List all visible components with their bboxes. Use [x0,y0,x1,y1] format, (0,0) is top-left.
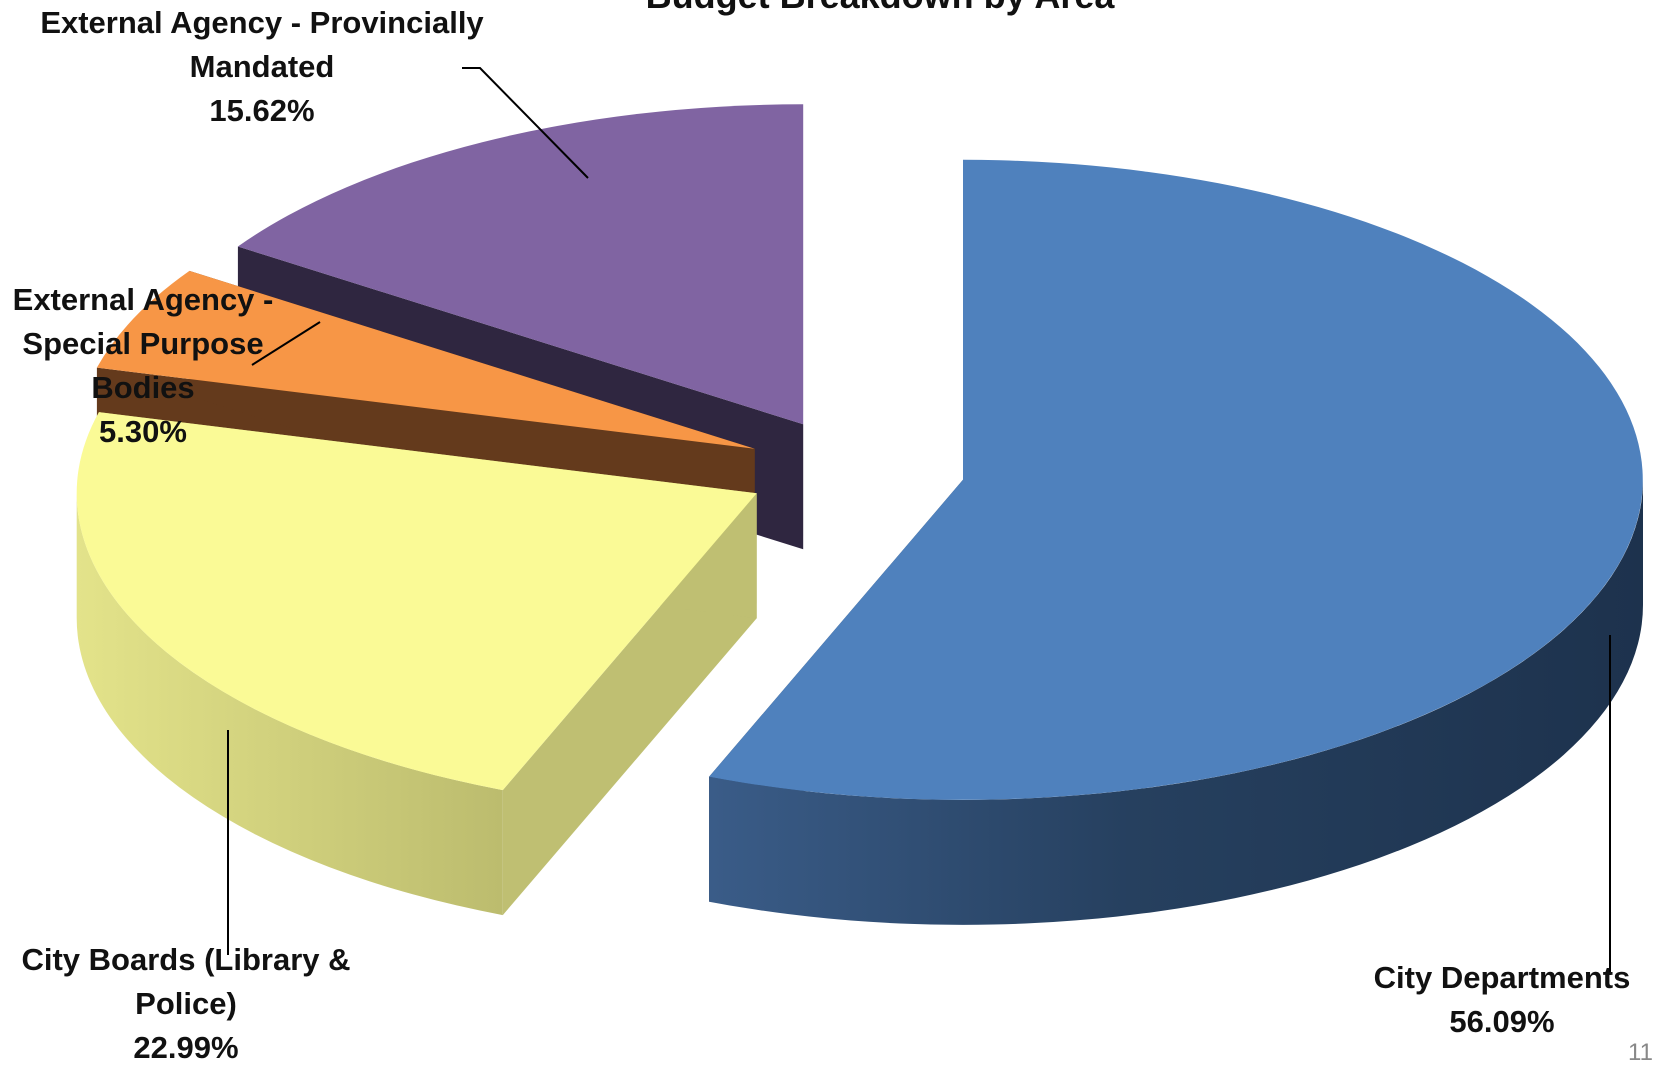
slice-top [237,104,804,425]
slice-name-label: External Agency - Provincially [40,5,484,40]
slice-top [76,412,757,791]
leader-line [251,321,321,366]
slice-name-label: City Departments [1374,960,1631,995]
slice-name-label: Police) [135,986,237,1021]
label-city-departments: City Departments 56.09% [1374,635,1631,1039]
pie-slices [76,104,1644,925]
slice-value-label: 15.62% [209,93,314,128]
slice-name-label: Mandated [190,49,335,84]
slice-name-label: Special Purpose [22,326,263,361]
slice-name-label: City Boards (Library & [21,942,350,977]
label-city-boards: City Boards (Library & Police) 22.99% [21,730,351,1065]
slice-top [709,159,1643,800]
slice-city-departments [709,159,1644,925]
label-special-purpose-bodies: External Agency - Special Purpose Bodies 5.… [13,282,321,449]
slice-side [709,479,1644,925]
pie-labels: City Departments 56.09% City Boards (Libra… [13,5,1631,1065]
slice-name-label: Bodies [91,370,194,405]
leader-line [462,67,589,179]
slice-top [96,270,755,449]
slice-value-label: 22.99% [133,1030,238,1065]
slice-name-label: External Agency - [13,282,274,317]
slice-city-boards [76,412,757,916]
slice-value-label: 5.30% [99,414,187,449]
slice-side [76,493,503,916]
chart-title: Budget Breakdown by Area [646,0,1116,16]
slice-value-label: 56.09% [1449,1004,1554,1039]
label-provincially-mandated: External Agency - Provincially Mandated 15… [40,5,589,179]
page-number: 11 [1628,1039,1653,1066]
